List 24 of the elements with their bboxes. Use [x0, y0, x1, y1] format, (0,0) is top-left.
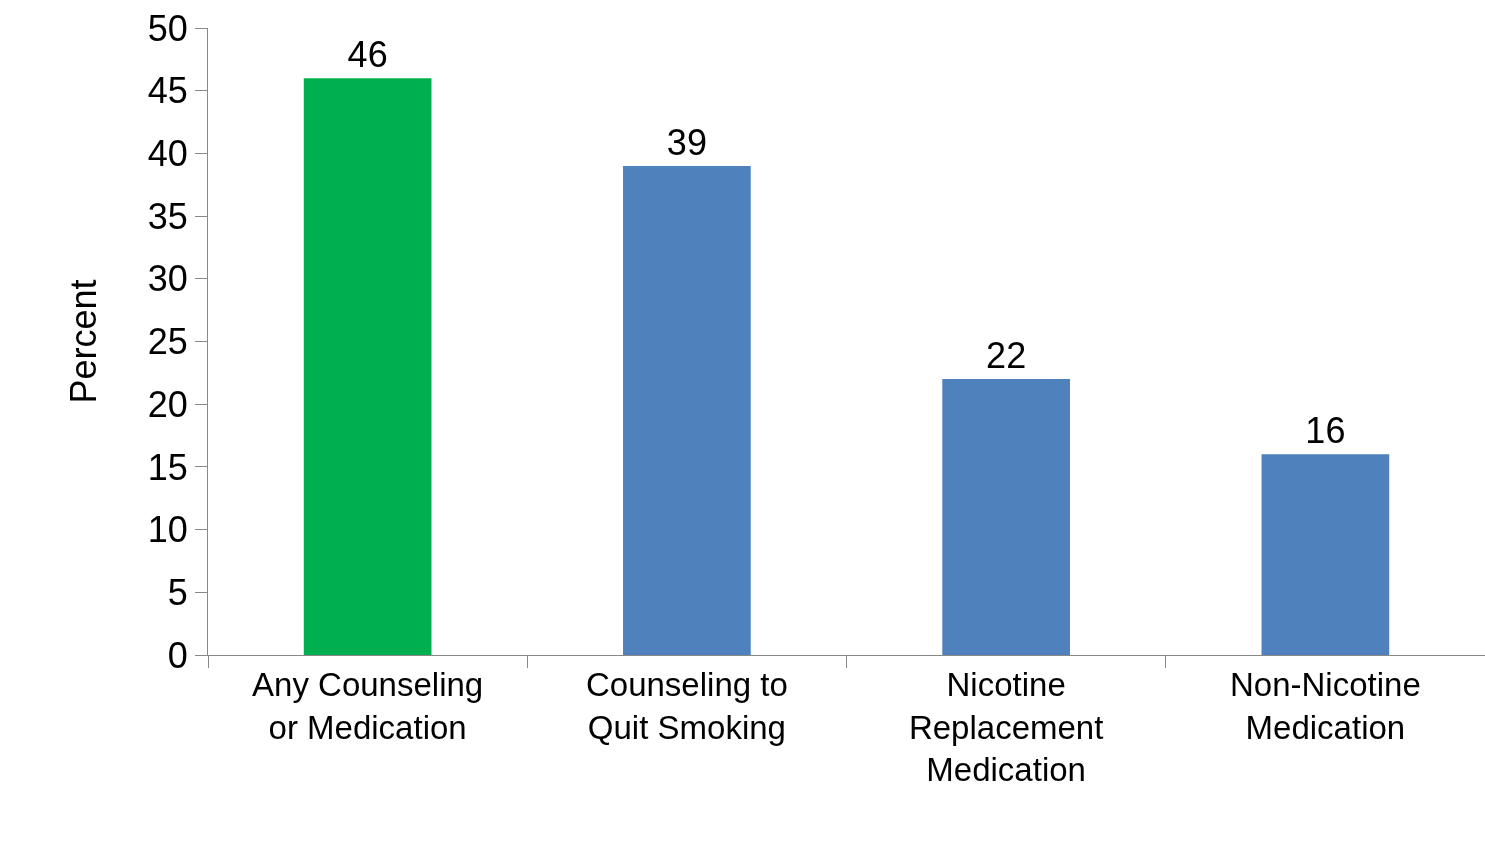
data-label: 22 — [986, 335, 1027, 377]
y-tick-label: 35 — [147, 195, 188, 237]
bar — [1261, 454, 1390, 655]
y-tick-label: 45 — [147, 70, 188, 112]
y-tick-label: 0 — [167, 634, 188, 676]
bar — [303, 78, 432, 655]
y-tick-label: 15 — [147, 446, 188, 488]
y-tick-label: 50 — [147, 7, 188, 49]
bar — [623, 165, 751, 655]
y-tick-label: 10 — [147, 509, 188, 551]
y-tick-label: 20 — [147, 383, 188, 425]
y-tick-label: 30 — [147, 258, 188, 300]
y-tick-label: 25 — [147, 321, 188, 363]
y-tick-label: 5 — [167, 571, 188, 613]
data-label: 46 — [347, 34, 388, 76]
y-tick-label: 40 — [147, 133, 188, 174]
data-label: 39 — [666, 121, 707, 163]
data-label: 16 — [1305, 410, 1346, 452]
x-tick-label: Non-Nicotine Medication — [1230, 665, 1421, 746]
x-tick-label: Nicotine Replacement Medication — [908, 665, 1104, 789]
x-tick-label: Any Counseling or Medication — [252, 665, 484, 746]
x-tick-label: Counseling to Quit Smoking — [585, 665, 788, 746]
bar — [942, 379, 1070, 655]
y-axis-title: Percent — [62, 279, 104, 404]
